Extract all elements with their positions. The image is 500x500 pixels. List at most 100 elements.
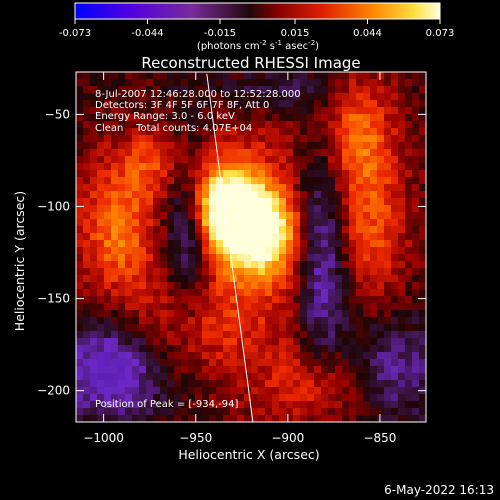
heatmap-cell [76,128,84,136]
heatmap-cell [118,121,126,129]
heatmap-cell [216,254,224,262]
heatmap-cell [321,268,329,276]
heatmap-cell [307,86,315,94]
heatmap-cell [90,373,98,381]
heatmap-cell [300,296,308,304]
heatmap-cell [405,72,413,80]
heatmap-cell [118,135,126,143]
heatmap-cell [111,261,119,269]
heatmap-cell [328,324,336,332]
heatmap-cell [419,205,426,213]
heatmap-cell [90,387,98,395]
heatmap-cell [104,219,112,227]
heatmap-cell [321,121,329,129]
heatmap-cell [349,219,357,227]
heatmap-cell [139,366,147,374]
heatmap-cell [272,289,280,297]
heatmap-cell [272,233,280,241]
heatmap-cell [405,212,413,220]
heatmap-cell [209,247,217,255]
heatmap-cell [181,233,189,241]
heatmap-cell [251,114,259,122]
heatmap-cell [342,163,350,171]
heatmap-cell [188,303,196,311]
heatmap-cell [139,191,147,199]
heatmap-cell [349,401,357,409]
heatmap-cell [251,317,259,325]
heatmap-cell [209,212,217,220]
heatmap-cell [265,135,273,143]
heatmap-cell [202,394,210,402]
heatmap-cell [293,205,301,213]
heatmap-cell [139,268,147,276]
heatmap-cell [258,121,266,129]
heatmap-cell [244,366,252,374]
heatmap-cell [370,149,378,157]
heatmap-cell [76,303,84,311]
heatmap-cell [328,72,336,80]
heatmap-cell [370,170,378,178]
heatmap-cell [139,373,147,381]
heatmap-cell [153,156,161,164]
heatmap-cell [370,86,378,94]
heatmap-cell [216,324,224,332]
heatmap-cell [209,373,217,381]
heatmap-cell [223,142,231,150]
heatmap-cell [412,72,420,80]
heatmap-cell [132,401,140,409]
heatmap-cell [202,303,210,311]
heatmap-cell [230,317,238,325]
heatmap-cell [391,163,399,171]
heatmap-cell [384,387,392,395]
heatmap-cell [314,401,322,409]
heatmap-cell [370,100,378,108]
heatmap-cell [279,156,287,164]
heatmap-cell [146,373,154,381]
heatmap-cell [216,338,224,346]
heatmap-cell [167,72,175,80]
heatmap-cell [398,352,406,360]
heatmap-cell [209,268,217,276]
heatmap-cell [195,205,203,213]
heatmap-cell [209,324,217,332]
heatmap-cell [181,380,189,388]
clean-counts-annotation: Clean Total counts: 4.07E+04 [95,123,252,134]
heatmap-cell [90,240,98,248]
heatmap-cell [405,359,413,367]
heatmap-cell [216,380,224,388]
heatmap-cell [160,352,168,360]
heatmap-cell [342,170,350,178]
heatmap-cell [97,212,105,220]
heatmap-cell [244,191,252,199]
heatmap-cell [363,303,371,311]
heatmap-cell [104,303,112,311]
heatmap-cell [223,86,231,94]
heatmap-cell [160,198,168,206]
heatmap-cell [279,149,287,157]
heatmap-cell [195,296,203,304]
heatmap-cell [230,219,238,227]
heatmap-cell [139,331,147,339]
heatmap-cell [90,93,98,101]
heatmap-cell [349,289,357,297]
heatmap-cell [167,184,175,192]
heatmap-cell [125,135,133,143]
heatmap-cell [90,254,98,262]
heatmap-cell [314,198,322,206]
heatmap-cell [412,149,420,157]
heatmap-cell [160,184,168,192]
heatmap-cell [342,352,350,360]
heatmap-cell [209,303,217,311]
heatmap-cell [384,135,392,143]
heatmap-cell [153,100,161,108]
heatmap-cell [125,338,133,346]
heatmap-cell [356,359,364,367]
heatmap-cell [307,338,315,346]
heatmap-cell [83,79,91,87]
heatmap-cell [97,100,105,108]
heatmap-cell [174,86,182,94]
heatmap-cell [412,268,420,276]
heatmap-cell [111,219,119,227]
heatmap-cell [244,282,252,290]
heatmap-cell [307,240,315,248]
